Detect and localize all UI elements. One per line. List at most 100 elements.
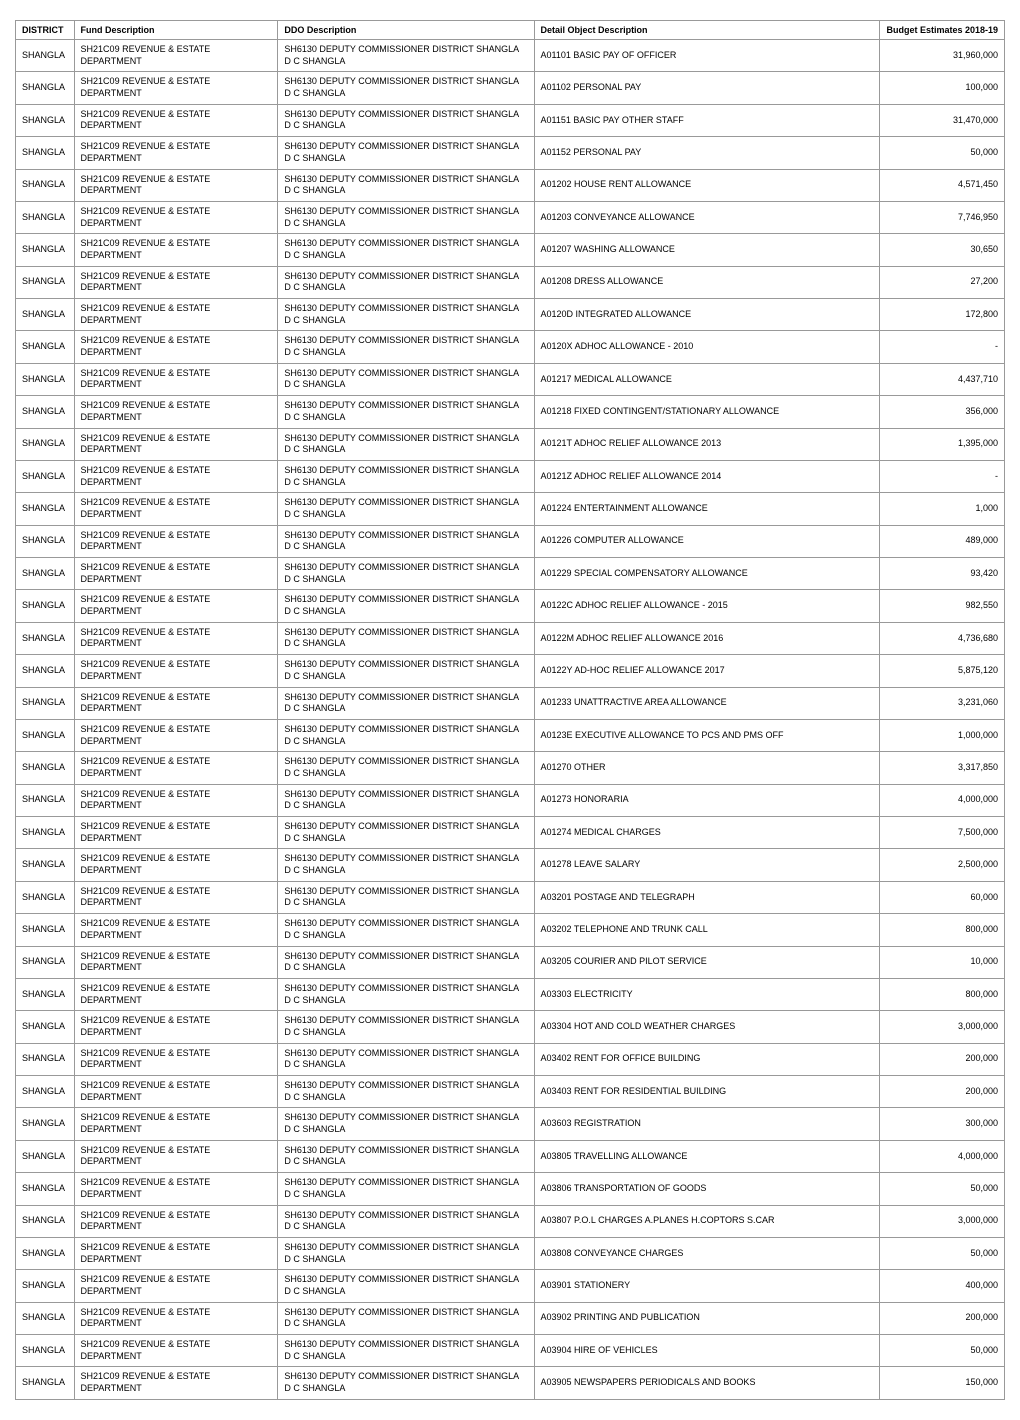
cell-detail: A03403 RENT FOR RESIDENTIAL BUILDING [534, 1076, 879, 1108]
cell-district: SHANGLA [16, 752, 75, 784]
cell-budget: 200,000 [879, 1302, 1004, 1334]
table-row: SHANGLASH21C09 REVENUE & ESTATE DEPARTME… [16, 363, 1005, 395]
table-row: SHANGLASH21C09 REVENUE & ESTATE DEPARTME… [16, 849, 1005, 881]
table-row: SHANGLASH21C09 REVENUE & ESTATE DEPARTME… [16, 784, 1005, 816]
cell-district: SHANGLA [16, 1043, 75, 1075]
cell-ddo: SH6130 DEPUTY COMMISSIONER DISTRICT SHAN… [278, 363, 534, 395]
cell-district: SHANGLA [16, 40, 75, 72]
cell-ddo: SH6130 DEPUTY COMMISSIONER DISTRICT SHAN… [278, 234, 534, 266]
cell-ddo: SH6130 DEPUTY COMMISSIONER DISTRICT SHAN… [278, 752, 534, 784]
cell-ddo: SH6130 DEPUTY COMMISSIONER DISTRICT SHAN… [278, 169, 534, 201]
cell-ddo: SH6130 DEPUTY COMMISSIONER DISTRICT SHAN… [278, 1140, 534, 1172]
cell-fund: SH21C09 REVENUE & ESTATE DEPARTMENT [74, 1140, 278, 1172]
cell-ddo: SH6130 DEPUTY COMMISSIONER DISTRICT SHAN… [278, 1335, 534, 1367]
cell-fund: SH21C09 REVENUE & ESTATE DEPARTMENT [74, 1270, 278, 1302]
cell-ddo: SH6130 DEPUTY COMMISSIONER DISTRICT SHAN… [278, 784, 534, 816]
cell-detail: A03902 PRINTING AND PUBLICATION [534, 1302, 879, 1334]
cell-budget: 3,231,060 [879, 687, 1004, 719]
cell-budget: 5,875,120 [879, 655, 1004, 687]
cell-fund: SH21C09 REVENUE & ESTATE DEPARTMENT [74, 363, 278, 395]
cell-budget: 800,000 [879, 978, 1004, 1010]
header-budget: Budget Estimates 2018-19 [879, 21, 1004, 40]
cell-detail: A0121T ADHOC RELIEF ALLOWANCE 2013 [534, 428, 879, 460]
cell-budget: 4,000,000 [879, 784, 1004, 816]
table-row: SHANGLASH21C09 REVENUE & ESTATE DEPARTME… [16, 687, 1005, 719]
cell-budget: 172,800 [879, 299, 1004, 331]
table-row: SHANGLASH21C09 REVENUE & ESTATE DEPARTME… [16, 914, 1005, 946]
cell-budget: 50,000 [879, 1237, 1004, 1269]
cell-budget: 50,000 [879, 1173, 1004, 1205]
table-row: SHANGLASH21C09 REVENUE & ESTATE DEPARTME… [16, 104, 1005, 136]
cell-district: SHANGLA [16, 299, 75, 331]
cell-fund: SH21C09 REVENUE & ESTATE DEPARTMENT [74, 137, 278, 169]
cell-budget: 4,736,680 [879, 622, 1004, 654]
cell-ddo: SH6130 DEPUTY COMMISSIONER DISTRICT SHAN… [278, 946, 534, 978]
cell-budget: 800,000 [879, 914, 1004, 946]
cell-district: SHANGLA [16, 331, 75, 363]
table-row: SHANGLASH21C09 REVENUE & ESTATE DEPARTME… [16, 299, 1005, 331]
cell-ddo: SH6130 DEPUTY COMMISSIONER DISTRICT SHAN… [278, 881, 534, 913]
table-row: SHANGLASH21C09 REVENUE & ESTATE DEPARTME… [16, 493, 1005, 525]
cell-ddo: SH6130 DEPUTY COMMISSIONER DISTRICT SHAN… [278, 428, 534, 460]
cell-fund: SH21C09 REVENUE & ESTATE DEPARTMENT [74, 234, 278, 266]
table-row: SHANGLASH21C09 REVENUE & ESTATE DEPARTME… [16, 1237, 1005, 1269]
cell-budget: 3,317,850 [879, 752, 1004, 784]
cell-fund: SH21C09 REVENUE & ESTATE DEPARTMENT [74, 201, 278, 233]
cell-detail: A01102 PERSONAL PAY [534, 72, 879, 104]
header-detail: Detail Object Description [534, 21, 879, 40]
cell-district: SHANGLA [16, 1173, 75, 1205]
cell-budget: 93,420 [879, 558, 1004, 590]
cell-detail: A01274 MEDICAL CHARGES [534, 817, 879, 849]
cell-district: SHANGLA [16, 914, 75, 946]
cell-ddo: SH6130 DEPUTY COMMISSIONER DISTRICT SHAN… [278, 396, 534, 428]
cell-ddo: SH6130 DEPUTY COMMISSIONER DISTRICT SHAN… [278, 299, 534, 331]
cell-detail: A01208 DRESS ALLOWANCE [534, 266, 879, 298]
cell-ddo: SH6130 DEPUTY COMMISSIONER DISTRICT SHAN… [278, 849, 534, 881]
cell-detail: A03402 RENT FOR OFFICE BUILDING [534, 1043, 879, 1075]
cell-ddo: SH6130 DEPUTY COMMISSIONER DISTRICT SHAN… [278, 331, 534, 363]
cell-district: SHANGLA [16, 169, 75, 201]
cell-detail: A01151 BASIC PAY OTHER STAFF [534, 104, 879, 136]
cell-detail: A03202 TELEPHONE AND TRUNK CALL [534, 914, 879, 946]
cell-district: SHANGLA [16, 719, 75, 751]
cell-district: SHANGLA [16, 460, 75, 492]
cell-fund: SH21C09 REVENUE & ESTATE DEPARTMENT [74, 590, 278, 622]
table-row: SHANGLASH21C09 REVENUE & ESTATE DEPARTME… [16, 460, 1005, 492]
cell-budget: 31,960,000 [879, 40, 1004, 72]
cell-detail: A01152 PERSONAL PAY [534, 137, 879, 169]
cell-budget: 300,000 [879, 1108, 1004, 1140]
cell-detail: A03205 COURIER AND PILOT SERVICE [534, 946, 879, 978]
cell-budget: 4,000,000 [879, 1140, 1004, 1172]
table-row: SHANGLASH21C09 REVENUE & ESTATE DEPARTME… [16, 817, 1005, 849]
cell-district: SHANGLA [16, 525, 75, 557]
cell-detail: A01101 BASIC PAY OF OFFICER [534, 40, 879, 72]
cell-district: SHANGLA [16, 784, 75, 816]
cell-district: SHANGLA [16, 396, 75, 428]
cell-fund: SH21C09 REVENUE & ESTATE DEPARTMENT [74, 752, 278, 784]
cell-detail: A0121Z ADHOC RELIEF ALLOWANCE 2014 [534, 460, 879, 492]
cell-detail: A0120X ADHOC ALLOWANCE - 2010 [534, 331, 879, 363]
cell-fund: SH21C09 REVENUE & ESTATE DEPARTMENT [74, 978, 278, 1010]
cell-fund: SH21C09 REVENUE & ESTATE DEPARTMENT [74, 299, 278, 331]
cell-ddo: SH6130 DEPUTY COMMISSIONER DISTRICT SHAN… [278, 1205, 534, 1237]
cell-detail: A01207 WASHING ALLOWANCE [534, 234, 879, 266]
cell-detail: A01224 ENTERTAINMENT ALLOWANCE [534, 493, 879, 525]
cell-district: SHANGLA [16, 234, 75, 266]
cell-budget: 356,000 [879, 396, 1004, 428]
cell-ddo: SH6130 DEPUTY COMMISSIONER DISTRICT SHAN… [278, 460, 534, 492]
cell-fund: SH21C09 REVENUE & ESTATE DEPARTMENT [74, 1367, 278, 1399]
cell-fund: SH21C09 REVENUE & ESTATE DEPARTMENT [74, 1108, 278, 1140]
cell-fund: SH21C09 REVENUE & ESTATE DEPARTMENT [74, 493, 278, 525]
header-district: DISTRICT [16, 21, 75, 40]
cell-budget: 150,000 [879, 1367, 1004, 1399]
table-row: SHANGLASH21C09 REVENUE & ESTATE DEPARTME… [16, 558, 1005, 590]
table-row: SHANGLASH21C09 REVENUE & ESTATE DEPARTME… [16, 1173, 1005, 1205]
cell-district: SHANGLA [16, 1140, 75, 1172]
table-row: SHANGLASH21C09 REVENUE & ESTATE DEPARTME… [16, 266, 1005, 298]
table-row: SHANGLASH21C09 REVENUE & ESTATE DEPARTME… [16, 169, 1005, 201]
cell-ddo: SH6130 DEPUTY COMMISSIONER DISTRICT SHAN… [278, 1011, 534, 1043]
cell-district: SHANGLA [16, 137, 75, 169]
cell-fund: SH21C09 REVENUE & ESTATE DEPARTMENT [74, 817, 278, 849]
cell-ddo: SH6130 DEPUTY COMMISSIONER DISTRICT SHAN… [278, 493, 534, 525]
cell-fund: SH21C09 REVENUE & ESTATE DEPARTMENT [74, 881, 278, 913]
